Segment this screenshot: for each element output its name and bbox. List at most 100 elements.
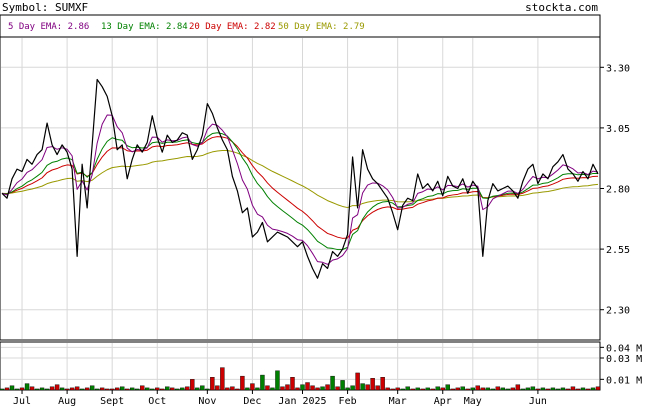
x-tick-label: Jan 2025	[278, 396, 326, 406]
vol-tick-label: 0.01 M	[606, 375, 642, 386]
volume-bar	[125, 388, 130, 391]
volume-bar	[310, 385, 315, 391]
volume-bar	[99, 387, 105, 391]
legend-item-1: 13 Day EMA: 2.84	[101, 22, 188, 32]
volume-bar	[415, 387, 420, 391]
volume-bar	[375, 385, 380, 391]
volume-bar	[230, 386, 235, 391]
volume-bar	[165, 386, 170, 391]
volume-bar	[350, 385, 355, 391]
volume-bar	[69, 387, 75, 391]
volume-bar	[89, 385, 95, 391]
volume-bar	[205, 388, 210, 391]
volume-bar	[505, 388, 511, 391]
volume-bar	[440, 387, 445, 391]
volume-bar	[520, 388, 526, 391]
volume-bar	[175, 388, 180, 391]
volume-bar	[530, 386, 536, 391]
volume-bar	[580, 387, 586, 391]
volume-bar	[495, 386, 501, 391]
x-tick-label: Oct	[148, 396, 166, 406]
volume-panel	[0, 341, 601, 391]
volume-bar	[360, 383, 365, 391]
volume-bar	[235, 388, 240, 391]
volume-bar	[420, 388, 425, 391]
ema-5-line	[1, 114, 599, 265]
volume-bar	[585, 388, 591, 391]
x-tick-label: Jun	[529, 396, 547, 406]
volume-bar	[24, 383, 30, 391]
volume-bar	[14, 388, 20, 391]
volume-bar	[315, 387, 320, 391]
volume-axis: 0.04 M0.03 M 0.01 M	[600, 343, 642, 386]
volume-bar	[220, 367, 225, 391]
volume-bar	[215, 385, 220, 391]
volume-bar	[29, 386, 35, 391]
gridlines	[1, 38, 599, 339]
volume-bar	[425, 387, 430, 391]
volume-bar	[280, 386, 285, 391]
volume-bar	[455, 387, 460, 391]
volume-bar	[400, 388, 405, 391]
volume-bar	[435, 386, 440, 391]
x-tick-label: Dec	[243, 396, 261, 406]
volume-bar	[295, 387, 300, 391]
volume-bar	[320, 386, 325, 391]
x-tick-label: Sept	[100, 396, 124, 406]
volume-bar	[525, 387, 531, 391]
symbol-label: Symbol: SUMXF	[2, 1, 88, 14]
volume-bar	[305, 382, 310, 391]
volume-bar	[390, 388, 395, 391]
volume-bar	[145, 387, 150, 391]
volume-bar	[370, 378, 375, 391]
volume-bar	[270, 387, 275, 391]
y-tick-label: 3.30	[606, 63, 630, 74]
y-tick-label: 2.55	[606, 245, 630, 256]
volume-bar	[225, 387, 230, 391]
volume-bar	[590, 387, 596, 391]
volume-bar	[155, 387, 160, 391]
volume-bar	[130, 387, 135, 391]
legend-item-0: 5 Day EMA: 2.86	[8, 22, 89, 32]
volume-bar	[260, 374, 265, 391]
volume-bar	[500, 387, 506, 391]
volume-bar	[365, 384, 370, 391]
volume-bar	[560, 387, 566, 391]
volume-bar	[510, 387, 516, 391]
x-tick-label: May	[464, 396, 482, 406]
volume-bar	[104, 388, 110, 391]
x-tick-label: Aug	[58, 396, 76, 406]
volume-bar	[255, 387, 260, 391]
volume-bar	[84, 387, 90, 391]
x-tick-label: Nov	[198, 396, 216, 406]
volume-bar	[405, 386, 410, 391]
site-name: stockta.com	[525, 1, 598, 14]
volume-bar	[540, 387, 546, 391]
volume-bar	[555, 388, 561, 391]
volume-bar	[345, 387, 350, 391]
volume-bar	[515, 384, 521, 391]
volume-bar	[245, 387, 250, 391]
legend-item-2: 20 Day EMA: 2.82	[189, 22, 276, 32]
volume-bar	[340, 380, 345, 391]
volume-bar	[79, 388, 85, 391]
volume-bars	[0, 367, 601, 391]
volume-bar	[49, 386, 55, 391]
volume-bar	[59, 387, 65, 391]
price-axis: 3.30 3.05 2.80 2.55 2.30	[600, 63, 630, 317]
ema-50-line	[1, 150, 599, 209]
volume-bar	[210, 377, 215, 391]
volume-bar	[465, 388, 470, 391]
volume-bar	[265, 385, 270, 391]
volume-bar	[430, 388, 435, 391]
volume-bar	[565, 388, 571, 391]
volume-bar	[325, 384, 330, 391]
legend-item-3: 50 Day EMA: 2.79	[278, 22, 365, 32]
volume-bar	[385, 387, 390, 391]
volume-bar	[200, 385, 205, 391]
volume-bar	[250, 383, 255, 391]
x-tick-label: Jul	[13, 396, 31, 406]
price-series	[1, 78, 599, 279]
volume-bar	[44, 388, 50, 391]
